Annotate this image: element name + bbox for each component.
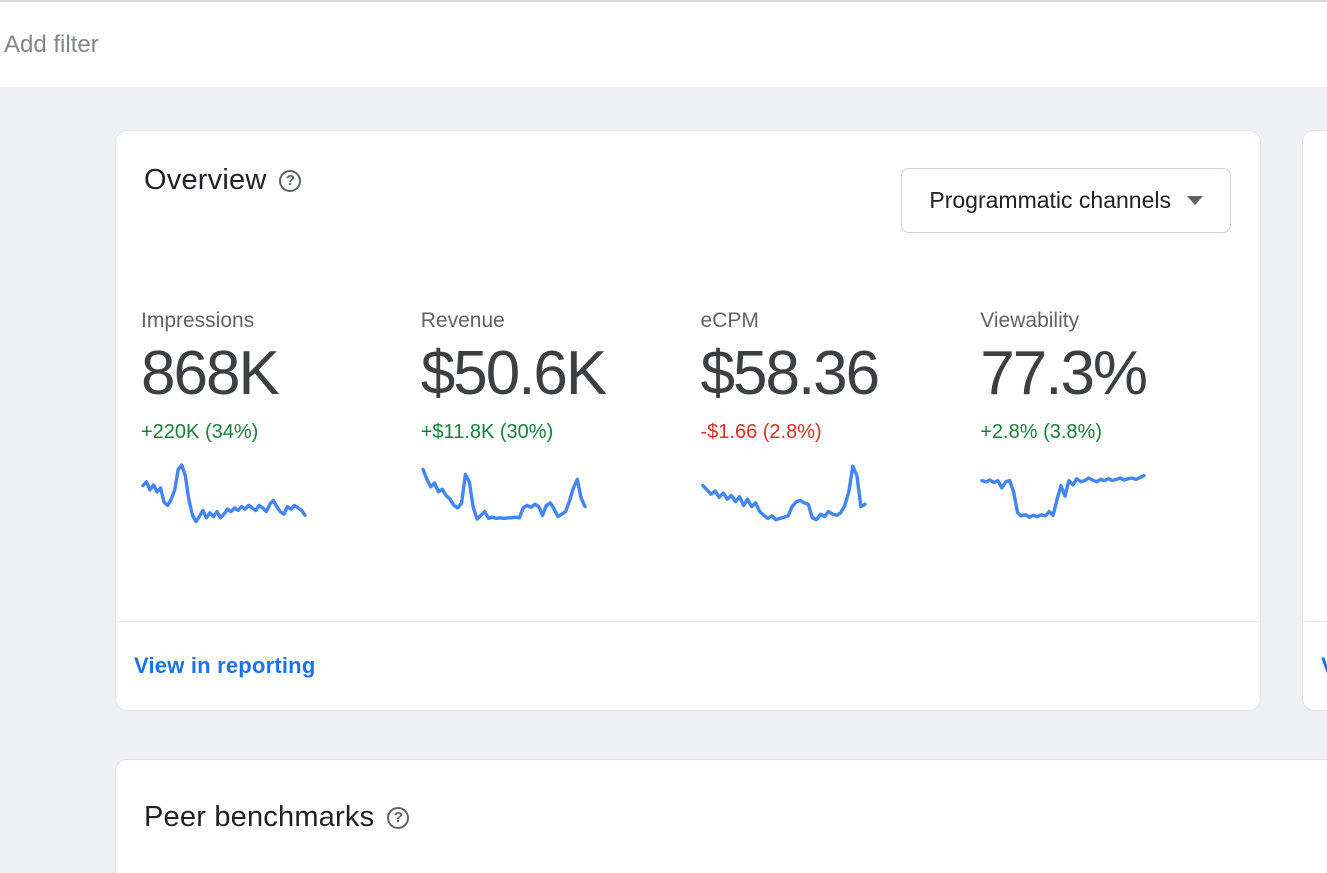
metric-label: Revenue <box>420 309 505 332</box>
metric-impressions: Impressions 868K +220K (34%) <box>141 309 421 528</box>
metric-value: $50.6K <box>420 339 608 408</box>
metric-delta: +$11.8K (30%) <box>420 421 554 443</box>
peer-benchmarks-card: Peer benchmarks ? <box>115 759 1327 873</box>
metric-label: Viewability <box>980 309 1080 332</box>
overview-title: Overview <box>144 164 267 196</box>
sparkline-revenue <box>421 467 587 521</box>
overview-card-header: Overview ? Programmatic channels <box>116 131 1260 233</box>
metric-delta: -$1.66 (2.8%) <box>700 421 822 443</box>
adjacent-card-partial: View in reporting <box>1302 130 1327 711</box>
channel-selector-label: Programmatic channels <box>929 187 1171 213</box>
adjacent-card-footer: View in reporting <box>1303 621 1327 710</box>
peer-benchmarks-title: Peer benchmarks <box>144 801 375 833</box>
chevron-down-icon <box>1187 196 1203 205</box>
content-area: Overview ? Programmatic channels Impress… <box>0 88 1327 873</box>
metric-delta: +2.8% (3.8%) <box>980 421 1102 443</box>
metric-value: 868K <box>141 339 280 408</box>
overview-card-footer: View in reporting <box>116 621 1260 710</box>
sparkline-viewability <box>980 473 1146 519</box>
metric-delta: +220K (34%) <box>141 421 259 443</box>
metric-ecpm: eCPM $58.36 -$1.66 (2.8%) <box>701 309 981 528</box>
peer-benchmarks-header: Peer benchmarks ? <box>116 760 1327 834</box>
metric-revenue: Revenue $50.6K +$11.8K (30%) <box>421 309 701 528</box>
metric-viewability: Viewability 77.3% +2.8% (3.8%) <box>980 309 1260 528</box>
metric-label: Impressions <box>141 309 255 332</box>
help-icon[interactable]: ? <box>279 169 302 192</box>
metric-label: eCPM <box>700 309 759 332</box>
view-in-reporting-link-right[interactable]: View in reporting <box>1321 653 1327 679</box>
metric-value: 77.3% <box>980 339 1148 408</box>
channel-selector-button[interactable]: Programmatic channels <box>901 168 1231 233</box>
filter-bar[interactable]: Add filter <box>0 0 1327 88</box>
metrics-row: Impressions 868K +220K (34%) Revenue $50… <box>116 197 1260 528</box>
sparkline-ecpm <box>700 464 867 522</box>
add-filter-button[interactable]: Add filter <box>4 30 99 58</box>
overview-card: Overview ? Programmatic channels Impress… <box>115 130 1261 711</box>
view-in-reporting-link[interactable]: View in reporting <box>134 653 316 678</box>
metric-value: $58.36 <box>700 339 881 408</box>
sparkline-impressions <box>141 463 307 524</box>
help-icon[interactable]: ? <box>387 806 410 829</box>
